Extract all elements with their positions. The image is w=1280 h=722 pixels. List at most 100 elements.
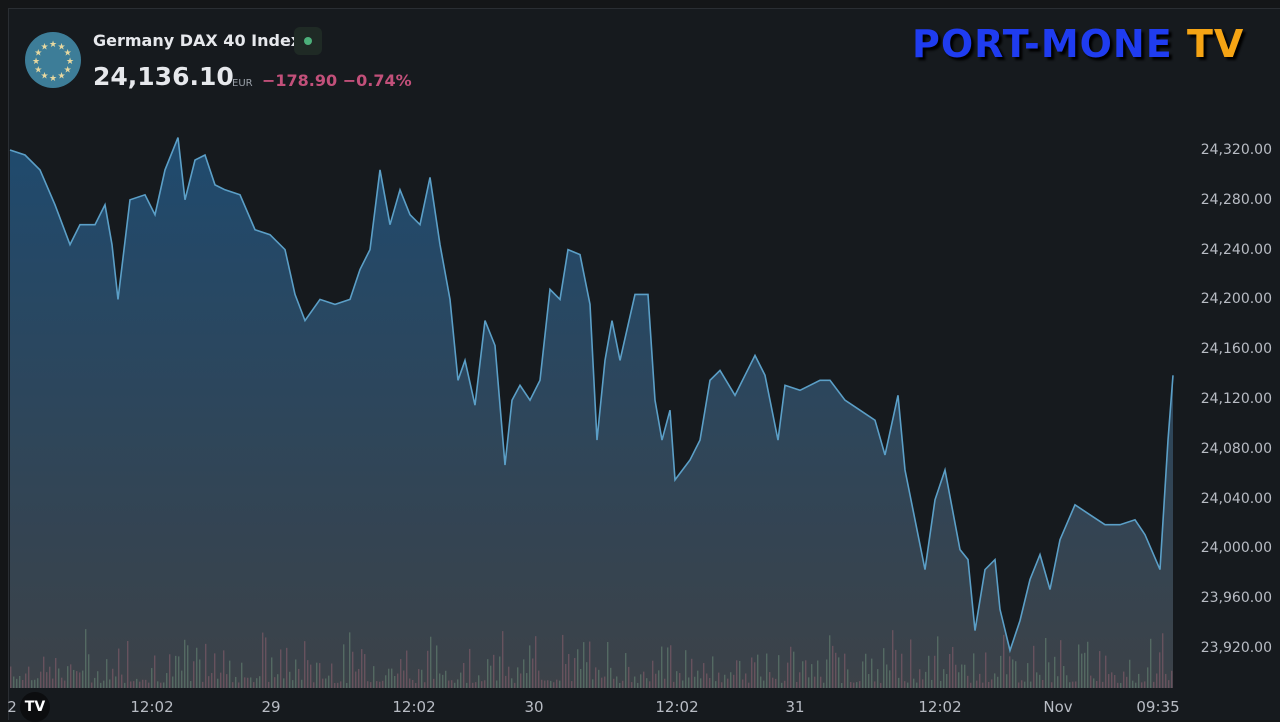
volume-bar — [178, 656, 180, 688]
volume-bar — [817, 660, 819, 688]
volume-bar — [529, 645, 531, 688]
volume-bar — [571, 681, 573, 688]
volume-bar — [220, 672, 222, 688]
volume-bar — [1096, 681, 1098, 688]
volume-bar — [736, 660, 738, 688]
volume-bar — [1108, 674, 1110, 688]
volume-bar — [226, 674, 228, 688]
volume-bar — [61, 677, 63, 688]
volume-bar — [739, 660, 741, 688]
volume-bar — [508, 666, 510, 688]
volume-bar — [679, 673, 681, 688]
volume-bar — [535, 636, 537, 688]
volume-bar — [451, 680, 453, 688]
volume-bar — [295, 659, 297, 688]
volume-bar — [844, 653, 846, 688]
volume-bar — [553, 682, 555, 688]
volume-bar — [565, 663, 567, 688]
volume-bar — [331, 663, 333, 688]
tradingview-logo[interactable]: TV — [20, 692, 50, 722]
volume-bar — [826, 659, 828, 688]
volume-bar — [724, 674, 726, 688]
volume-bar — [52, 678, 54, 688]
volume-bar — [853, 682, 855, 688]
volume-bar — [1159, 652, 1161, 688]
volume-bar — [760, 676, 762, 688]
volume-bar — [457, 679, 459, 688]
volume-bar — [70, 664, 72, 688]
volume-bar — [523, 659, 525, 688]
volume-bar — [586, 662, 588, 688]
volume-bar — [310, 664, 312, 688]
volume-bar — [475, 682, 477, 688]
volume-bar — [184, 639, 186, 688]
last-price: 24,136.10 — [93, 62, 234, 91]
volume-bar — [316, 662, 318, 688]
volume-bar — [991, 679, 993, 688]
volume-bar — [1015, 661, 1017, 688]
volume-bar — [418, 669, 420, 688]
volume-bar — [1162, 633, 1164, 688]
volume-bar — [787, 662, 789, 688]
symbol-title[interactable]: Germany DAX 40 Index — [93, 31, 302, 50]
volume-bar — [442, 674, 444, 688]
volume-bar — [385, 675, 387, 688]
volume-bar — [1048, 662, 1050, 688]
y-tick-label: 24,160.00 — [1200, 341, 1272, 358]
volume-bar — [157, 681, 159, 688]
volume-bar — [211, 673, 213, 688]
stars-icon: ★★★★★★★★★ ★ ★★ — [32, 40, 74, 84]
volume-bar — [913, 678, 915, 688]
price-area — [10, 137, 1173, 689]
volume-bar — [367, 681, 369, 688]
volume-bar — [511, 678, 513, 688]
volume-bar — [799, 672, 801, 688]
volume-bar — [64, 680, 66, 688]
volume-bar — [658, 670, 660, 688]
y-tick-label: 24,080.00 — [1200, 440, 1272, 457]
volume-bar — [982, 682, 984, 688]
volume-bar — [790, 646, 792, 688]
volume-bar — [1111, 672, 1113, 688]
y-tick-label: 24,120.00 — [1200, 391, 1272, 407]
star-icon: ★ — [32, 57, 40, 67]
volume-bar — [925, 671, 927, 688]
star-icon: ★ — [57, 72, 65, 82]
volume-bar — [640, 674, 642, 688]
volume-bar — [484, 680, 486, 688]
volume-bar — [856, 682, 858, 688]
volume-bar — [748, 682, 750, 688]
volume-bar — [1072, 681, 1074, 688]
volume-bar — [589, 641, 591, 688]
volume-bar — [244, 677, 246, 688]
volume-bar — [1036, 672, 1038, 688]
volume-bar — [142, 679, 144, 688]
volume-bar — [547, 680, 549, 688]
volume-bar — [778, 655, 780, 688]
volume-bar — [940, 680, 942, 688]
volume-bar — [1117, 682, 1119, 688]
volume-bar — [877, 669, 879, 688]
volume-bar — [187, 645, 189, 688]
volume-bar — [985, 652, 987, 688]
volume-bar — [358, 668, 360, 688]
volume-bar — [1075, 681, 1077, 688]
volume-bar — [112, 668, 114, 688]
volume-bar — [721, 682, 723, 688]
volume-bar — [1006, 674, 1008, 688]
volume-bar — [91, 682, 93, 688]
volume-bar — [505, 675, 507, 688]
volume-bar — [1063, 665, 1065, 688]
volume-bar — [601, 677, 603, 688]
volume-bar — [127, 640, 129, 688]
volume-bar — [190, 681, 192, 688]
volume-bar — [1057, 676, 1059, 688]
volume-bar — [1024, 681, 1026, 688]
volume-bar — [793, 651, 795, 688]
volume-bar — [262, 632, 264, 688]
volume-bar — [193, 661, 195, 688]
volume-bar — [55, 658, 57, 688]
market-status-badge[interactable] — [294, 27, 322, 55]
volume-bar — [862, 661, 864, 688]
